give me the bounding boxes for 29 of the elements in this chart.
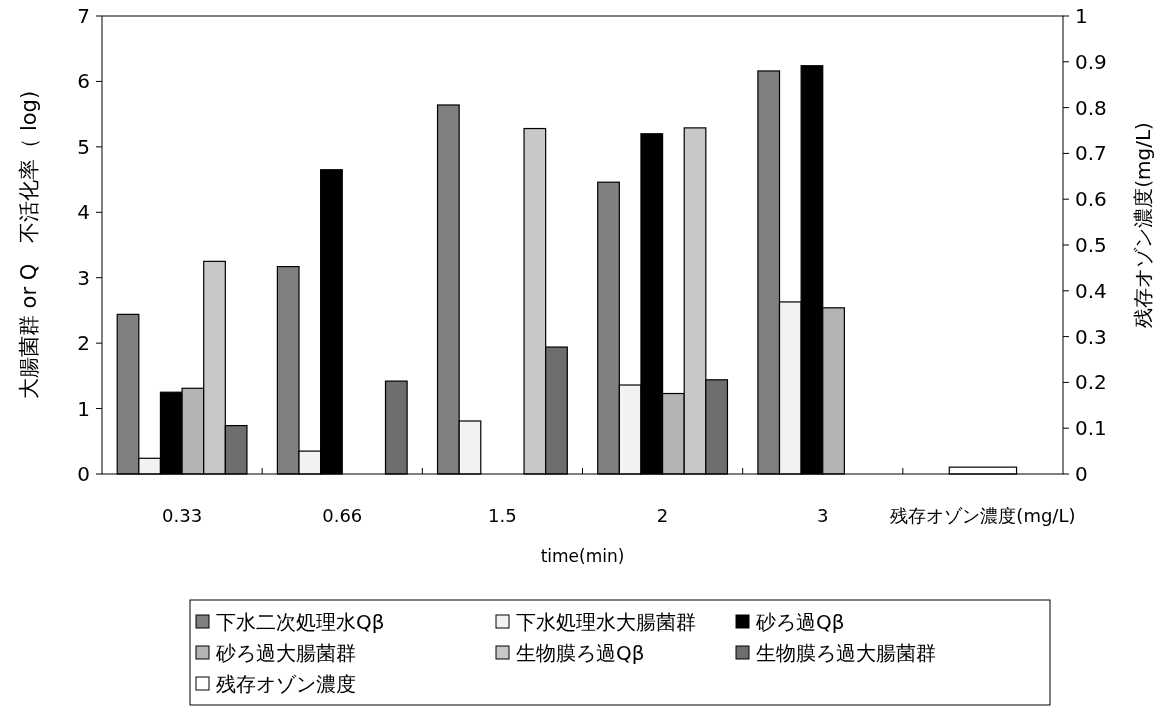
y-tick-label: 5 (77, 134, 90, 159)
y-tick-label: 3 (77, 265, 90, 290)
y2-tick-label: 0.9 (1075, 49, 1107, 74)
y2-tick-label: 0.7 (1075, 141, 1107, 166)
y2-tick-label: 1 (1075, 4, 1088, 28)
y2-tick-label: 0.4 (1075, 278, 1107, 303)
x-tick-label: 1.5 (488, 505, 517, 526)
y-axis-title: 大腸菌群 or Q 不活化率（ log) (17, 90, 41, 400)
x-tick-label: 3 (817, 505, 829, 526)
y2-axis-title: 残存オゾン濃度(mg/L) (1131, 122, 1155, 328)
y2-tick-label: 0.1 (1075, 416, 1107, 441)
y-tick-label: 2 (77, 331, 90, 356)
x-tick-label: 0.33 (162, 505, 203, 526)
y-tick-label: 4 (77, 200, 90, 225)
x-axis-title: time(min) (540, 546, 625, 566)
y2-tick-label: 0.8 (1075, 95, 1107, 120)
y2-tick-label: 0.6 (1075, 187, 1107, 212)
y-tick-label: 1 (77, 396, 90, 421)
x-tick-label: 残存オゾン濃度(mg/L) (890, 505, 1076, 526)
y2-tick-label: 0.2 (1075, 370, 1107, 395)
y2-tick-label: 0 (1075, 462, 1088, 486)
x-tick-label: 0.66 (322, 505, 363, 526)
x-tick-label: 2 (656, 505, 669, 526)
y-tick-label: 7 (77, 4, 90, 28)
y-tick-label: 6 (77, 69, 90, 94)
y-tick-label: 0 (77, 462, 90, 486)
y2-tick-label: 0.3 (1075, 324, 1107, 349)
legend-label: 砂ろ過Qβ (755, 610, 845, 634)
y2-tick-label: 0.5 (1075, 233, 1107, 257)
